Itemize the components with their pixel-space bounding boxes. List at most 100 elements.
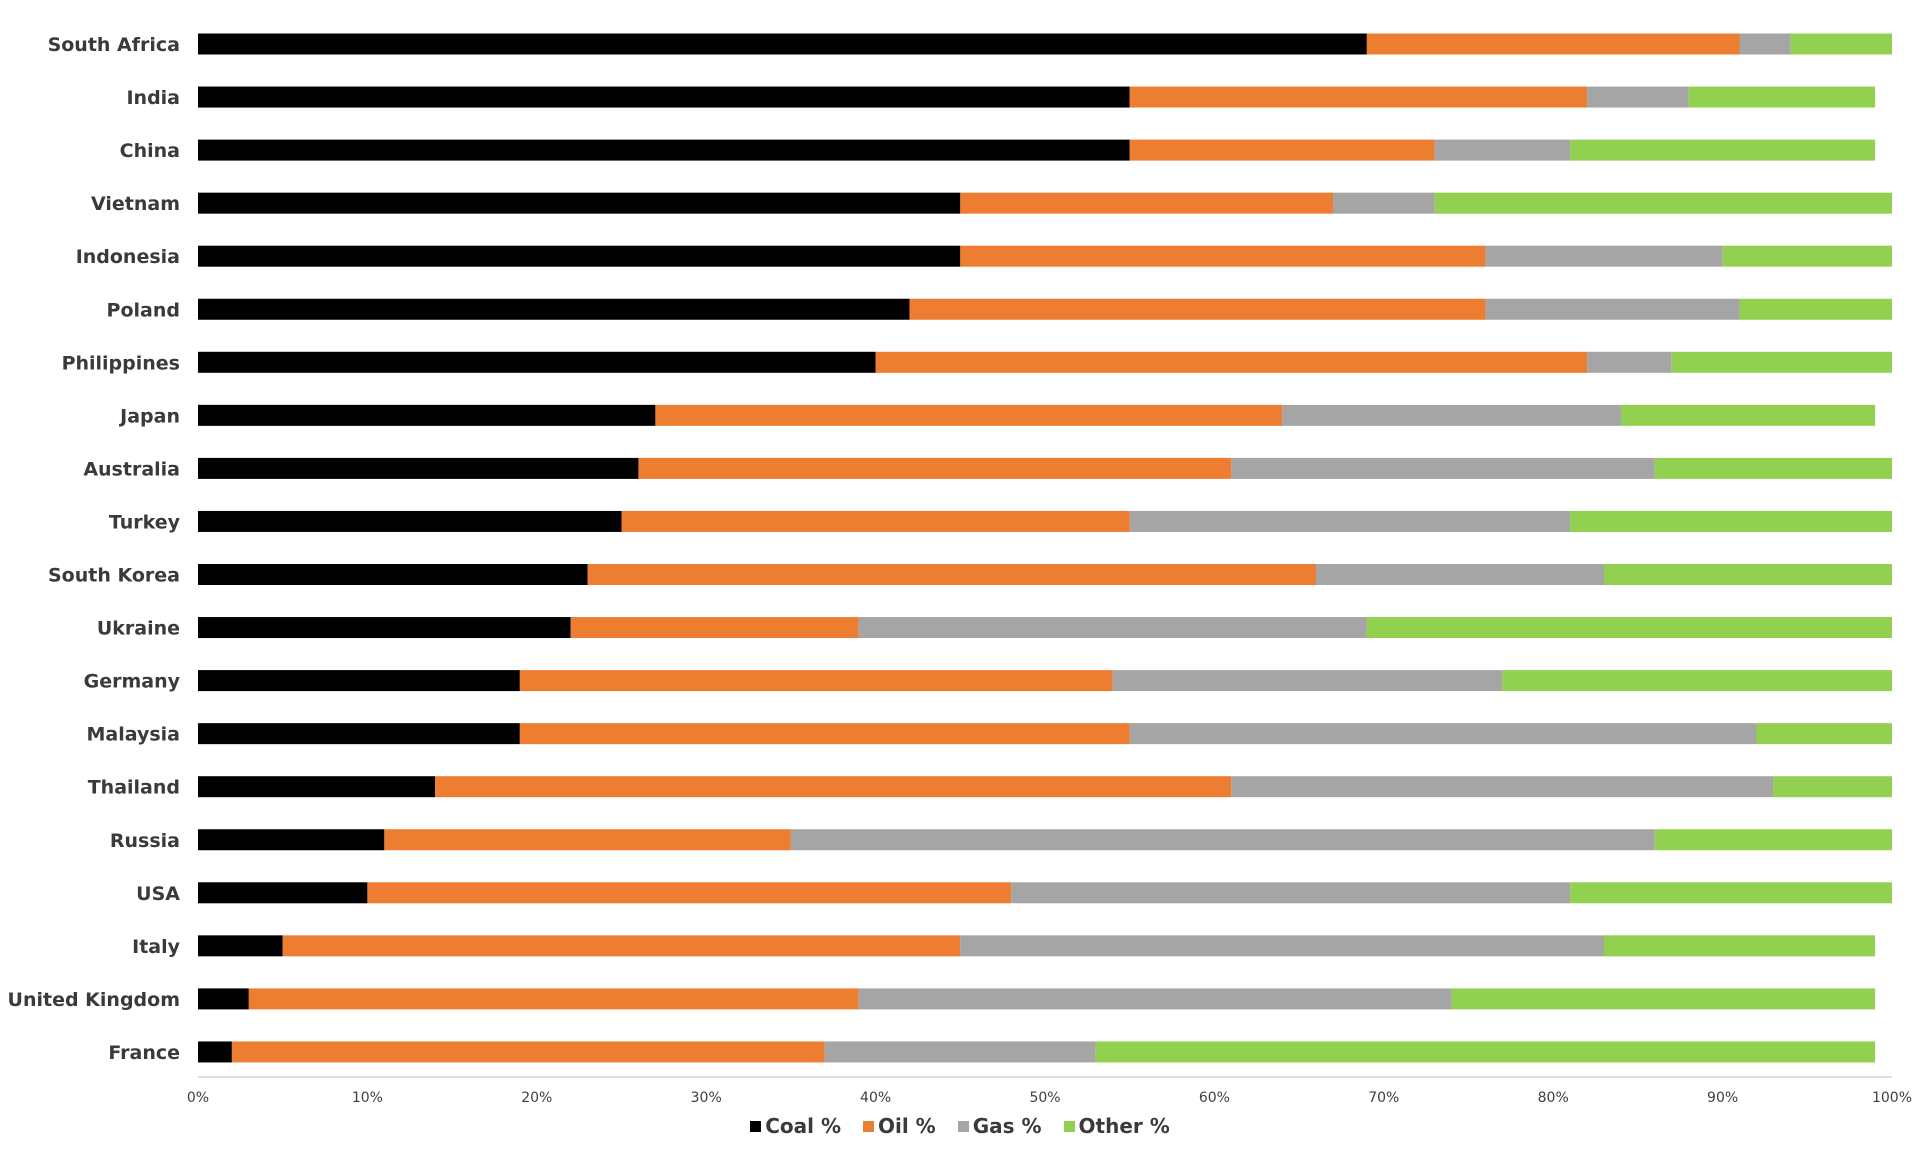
bar-philippines-other [1671, 351, 1892, 373]
bar-russia-gas [790, 829, 1655, 851]
bar-france-oil [231, 1041, 825, 1063]
bar-vietnam-gas [1332, 192, 1435, 214]
category-label-turkey: Turkey [109, 511, 181, 533]
bar-malaysia-coal [198, 723, 520, 745]
bar-south-korea-other [1604, 564, 1892, 585]
bar-india-other [1688, 86, 1876, 108]
category-label-ukraine: Ukraine [97, 618, 180, 640]
bar-ukraine-oil [570, 617, 859, 639]
bar-united-kingdom-gas [858, 988, 1452, 1010]
category-label-indonesia: Indonesia [76, 246, 180, 268]
bar-china-coal [198, 139, 1130, 161]
bar-united-kingdom-oil [248, 988, 859, 1010]
legend-item-coal: Coal % [750, 1114, 841, 1138]
bar-philippines-coal [198, 351, 876, 373]
bar-japan-gas [1282, 404, 1621, 426]
category-label-usa: USA [136, 883, 180, 905]
bar-poland-gas [1485, 298, 1740, 320]
bar-ukraine-gas [858, 617, 1367, 639]
legend-item-gas: Gas % [957, 1114, 1042, 1138]
bar-turkey-oil [621, 510, 1130, 532]
bar-ukraine-other [1366, 617, 1892, 639]
x-tick-label: 100% [1872, 1090, 1912, 1106]
category-label-germany: Germany [84, 671, 181, 693]
category-label-india: India [126, 87, 180, 109]
x-tick-label: 40% [860, 1090, 891, 1106]
bar-india-coal [198, 86, 1130, 108]
chart-legend: Coal % Oil % Gas % Other % [0, 1114, 1920, 1138]
bar-united-kingdom-coal [198, 988, 249, 1010]
category-label-japan: Japan [118, 405, 180, 427]
category-label-france: France [108, 1042, 180, 1064]
category-label-united-kingdom: United Kingdom [8, 989, 180, 1011]
bar-italy-coal [198, 935, 283, 957]
category-label-philippines: Philippines [62, 352, 180, 374]
bar-indonesia-other [1722, 245, 1892, 267]
bar-vietnam-other [1434, 192, 1892, 214]
bar-china-other [1570, 139, 1876, 161]
x-tick-label: 50% [1029, 1090, 1060, 1106]
bar-south-korea-coal [198, 564, 588, 585]
bar-malaysia-gas [1129, 723, 1757, 745]
category-label-italy: Italy [132, 936, 180, 958]
x-tick-label: 20% [521, 1090, 552, 1106]
bar-usa-gas [1011, 882, 1571, 904]
bar-malaysia-other [1756, 723, 1892, 745]
legend-item-other: Other % [1063, 1114, 1170, 1138]
bar-france-other [1095, 1041, 1876, 1063]
bar-vietnam-oil [960, 192, 1333, 214]
bar-thailand-oil [435, 776, 1232, 798]
category-label-south-korea: South Korea [48, 565, 180, 587]
bar-south-africa-other [1790, 33, 1892, 55]
category-label-south-africa: South Africa [48, 34, 180, 56]
bar-germany-oil [519, 670, 1113, 692]
bar-japan-coal [198, 404, 656, 426]
legend-item-oil: Oil % [863, 1114, 936, 1138]
bar-russia-coal [198, 829, 385, 851]
bar-india-oil [1129, 86, 1588, 108]
bar-france-gas [824, 1041, 1096, 1063]
legend-label: Oil % [878, 1114, 936, 1138]
bar-russia-other [1654, 829, 1892, 851]
bar-south-korea-gas [1316, 564, 1605, 585]
bar-ukraine-coal [198, 617, 571, 639]
bar-germany-other [1502, 670, 1892, 692]
bar-russia-oil [384, 829, 791, 851]
bar-australia-gas [1231, 457, 1655, 479]
x-tick-label: 90% [1707, 1090, 1738, 1106]
legend-label: Coal % [765, 1114, 841, 1138]
bar-australia-oil [638, 457, 1232, 479]
x-tick-label: 80% [1538, 1090, 1569, 1106]
category-label-vietnam: Vietnam [91, 193, 180, 215]
legend-swatch [863, 1120, 874, 1132]
bar-indonesia-gas [1485, 245, 1723, 267]
bar-philippines-oil [875, 351, 1588, 373]
bar-italy-oil [282, 935, 961, 957]
bar-thailand-other [1773, 776, 1892, 798]
category-label-thailand: Thailand [88, 777, 180, 799]
x-tick-label: 10% [352, 1090, 383, 1106]
bar-china-oil [1129, 139, 1435, 161]
bar-indonesia-coal [198, 245, 961, 267]
bar-united-kingdom-other [1451, 988, 1876, 1010]
bar-south-africa-oil [1366, 33, 1740, 55]
category-label-malaysia: Malaysia [86, 724, 180, 746]
legend-swatch [957, 1120, 969, 1132]
bar-south-africa-gas [1739, 33, 1791, 55]
bar-poland-oil [909, 298, 1486, 320]
bar-thailand-coal [198, 776, 436, 798]
bar-italy-gas [960, 935, 1605, 957]
bar-india-gas [1587, 86, 1689, 108]
bar-poland-other [1739, 298, 1892, 320]
bar-usa-other [1570, 882, 1892, 904]
legend-label: Other % [1078, 1114, 1170, 1138]
bar-thailand-gas [1231, 776, 1774, 798]
bar-indonesia-oil [960, 245, 1486, 267]
category-label-poland: Poland [107, 299, 180, 321]
bar-italy-other [1604, 935, 1876, 957]
bar-germany-gas [1112, 670, 1503, 692]
x-tick-label: 0% [187, 1090, 209, 1106]
x-tick-label: 60% [1199, 1090, 1230, 1106]
